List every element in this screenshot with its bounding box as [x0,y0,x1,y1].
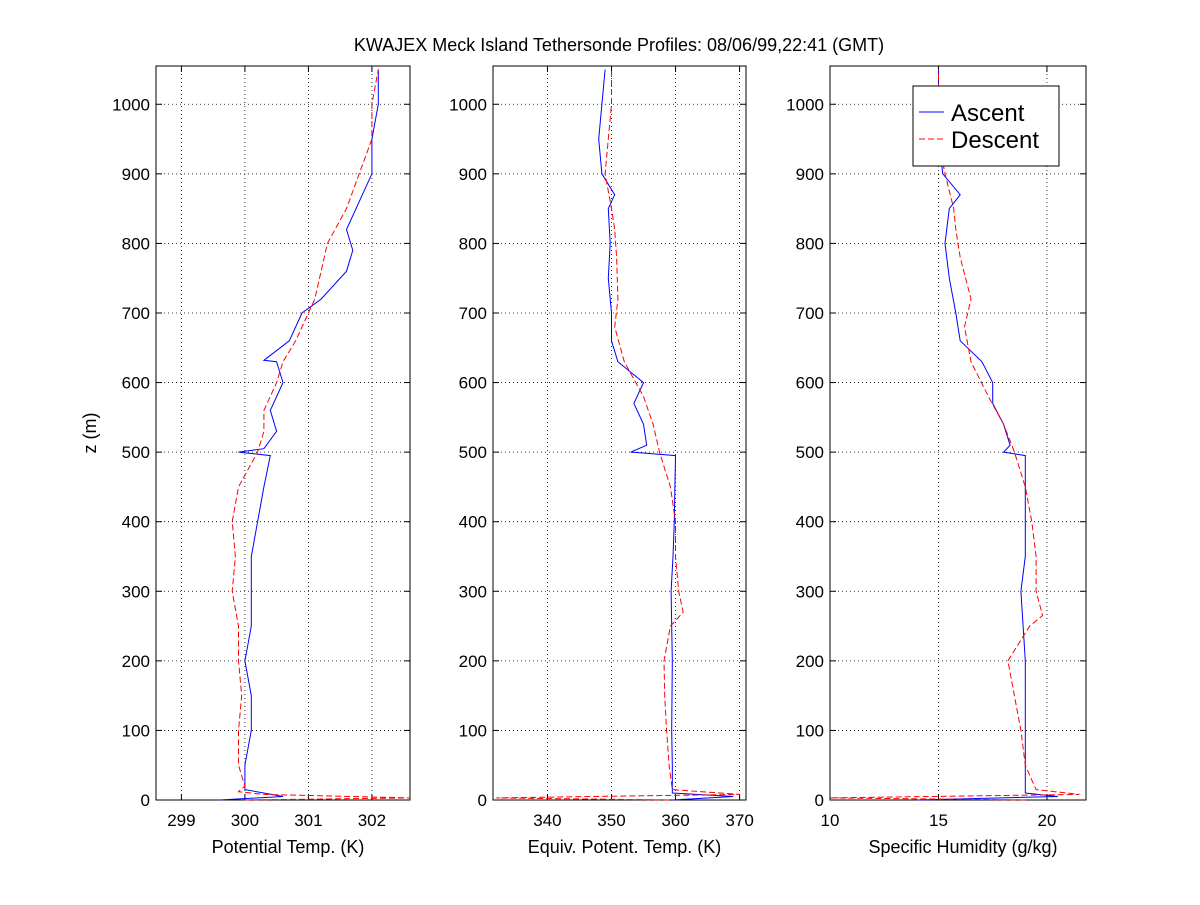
y-tick-label: 300 [122,582,150,601]
x-tick-label: 340 [533,811,561,830]
legend-label-descent: Descent [951,127,1039,154]
x-axis-label: Potential Temp. (K) [212,837,365,857]
x-tick-label: 301 [294,811,322,830]
panel-1: 0 100 200 300 400 500 600 700 800 900 1000 299 300 30… [80,65,411,857]
x-axis-label: Specific Humidity (g/kg) [868,837,1057,857]
y-tick-label: 900 [796,165,824,184]
series-line-descent [496,69,740,801]
y-tick-label: 400 [459,513,487,532]
y-tick-label: 500 [122,443,150,462]
y-tick-label: 700 [796,304,824,323]
axes-box [155,65,411,801]
y-tick-label: 200 [796,652,824,671]
x-tick-label: 300 [231,811,259,830]
y-tick-label: 200 [459,652,487,671]
x-tick-label: 302 [358,811,386,830]
x-tick-label: 10 [821,811,840,830]
panel-2: 0 100 200 300 400 500 600 700 800 900 1000 340 350 36… [449,65,754,857]
series-line-descent [231,69,411,801]
x-tick-label: 299 [167,811,195,830]
y-axis-label: z (m) [80,413,100,454]
y-tick-label: 1000 [449,95,487,114]
y-tick-label: 700 [459,304,487,323]
series-line-ascent [598,69,734,801]
y-tick-label: 800 [122,234,150,253]
y-tick-label: 400 [796,513,824,532]
y-tick-label: 700 [122,304,150,323]
y-tick-label: 500 [459,443,487,462]
y-tick-label: 1000 [786,95,824,114]
y-tick-label: 500 [796,443,824,462]
y-tick-label: 100 [796,721,824,740]
x-tick-label: 20 [1037,811,1056,830]
y-tick-label: 800 [796,234,824,253]
y-tick-label: 0 [478,791,487,810]
legend-box [912,85,1060,167]
x-tick-label: 360 [661,811,689,830]
y-tick-label: 900 [459,165,487,184]
y-tick-label: 300 [459,582,487,601]
y-tick-label: 600 [459,374,487,393]
y-tick-label: 100 [459,721,487,740]
axes-box [829,65,1087,801]
legend-label-ascent: Ascent [951,100,1025,127]
series-line-descent [829,69,1080,801]
y-tick-label: 300 [796,582,824,601]
x-tick-label: 15 [929,811,948,830]
axes-box [492,65,747,801]
y-tick-label: 600 [122,374,150,393]
panel-3: 0 100 200 300 400 500 600 700 800 900 1000 10 15 20 Sp… [786,65,1087,857]
y-tick-label: 900 [122,165,150,184]
y-tick-label: 200 [122,652,150,671]
y-tick-label: 100 [122,721,150,740]
series-line-ascent [219,69,379,801]
x-tick-label: 350 [597,811,625,830]
y-tick-label: 600 [796,374,824,393]
y-tick-label: 800 [459,234,487,253]
y-tick-label: 0 [815,791,824,810]
x-tick-label: 370 [725,811,753,830]
x-axis-label: Equiv. Potent. Temp. (K) [528,837,721,857]
y-tick-label: 1000 [112,95,150,114]
y-tick-label: 0 [141,791,150,810]
figure-title: KWAJEX Meck Island Tethersonde Profiles:… [354,35,884,55]
y-tick-label: 400 [122,513,150,532]
